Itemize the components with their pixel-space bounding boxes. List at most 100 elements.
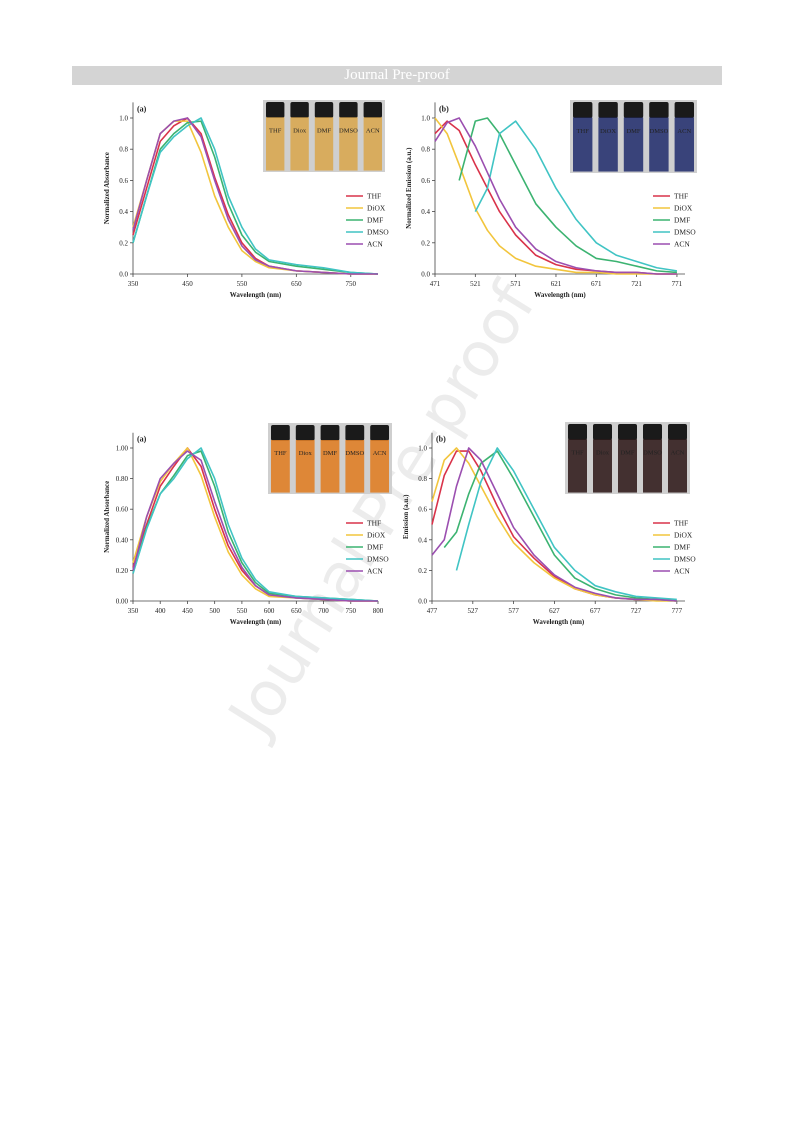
y-tick-label: 1.0	[119, 115, 128, 123]
vial-label: THF	[571, 449, 584, 456]
y-tick-label: 0.00	[116, 598, 129, 606]
vial-cap	[643, 424, 662, 440]
y-tick-label: 1.0	[418, 445, 427, 453]
y-tick-label: 0.20	[116, 567, 129, 575]
y-axis-label: Normalized Absorbance	[103, 152, 111, 224]
vial-cap	[568, 424, 587, 440]
x-tick-label: 550	[237, 280, 248, 288]
series-line	[132, 120, 379, 275]
vial-body	[593, 439, 612, 493]
legend-label: THF	[367, 519, 381, 528]
vial-body	[271, 440, 290, 493]
y-tick-label: 0.4	[119, 208, 128, 216]
vial-label: ACN	[373, 450, 387, 457]
y-axis-label: Emission (a.u.)	[402, 494, 410, 539]
series-line	[132, 447, 379, 602]
x-tick-label: 600	[264, 607, 275, 615]
x-tick-label: 550	[237, 607, 248, 615]
vial-cap	[363, 102, 382, 118]
legend-label: THF	[674, 192, 688, 201]
x-axis-label: Wavelength (nm)	[230, 618, 282, 626]
legend-label: ACN	[674, 567, 690, 576]
series-line	[455, 447, 677, 601]
vial-body	[598, 117, 618, 172]
vial-cap	[668, 424, 687, 440]
vial-cap	[593, 424, 612, 440]
series-line	[132, 450, 378, 602]
vial-label: ACN	[677, 128, 691, 135]
vial-body	[643, 439, 662, 493]
x-tick-label: 471	[430, 280, 441, 288]
x-tick-label: 400	[155, 607, 166, 615]
x-tick-label: 800	[373, 607, 384, 615]
x-tick-label: 777	[672, 607, 683, 615]
y-tick-label: 0.2	[418, 567, 427, 575]
y-tick-label: 0.40	[116, 536, 129, 544]
y-tick-label: 0.60	[116, 506, 129, 514]
legend-label: THF	[367, 192, 381, 201]
legend-label: DMSO	[674, 228, 696, 237]
series-line	[434, 117, 677, 275]
x-tick-label: 727	[631, 607, 642, 615]
legend-label: DMSO	[367, 555, 389, 564]
y-tick-label: 0.2	[421, 239, 430, 247]
x-tick-label: 700	[318, 607, 329, 615]
vial-body	[649, 117, 669, 172]
y-axis-label: Normalized Absorbance	[103, 481, 111, 553]
vial-cap	[598, 102, 618, 119]
panel-label: (a)	[137, 435, 147, 444]
legend-label: DMSO	[367, 228, 389, 237]
x-tick-label: 771	[672, 280, 683, 288]
x-tick-label: 671	[591, 280, 602, 288]
x-tick-label: 450	[182, 607, 193, 615]
panel-label: (b)	[439, 104, 449, 113]
vial-body	[266, 117, 285, 171]
legend-label: DMF	[367, 216, 383, 225]
x-tick-label: 750	[346, 280, 357, 288]
vial-cap	[266, 102, 285, 118]
vial-label: ACN	[366, 127, 380, 134]
vial-body	[568, 439, 587, 493]
vial-body	[674, 117, 694, 172]
vial-body	[668, 439, 687, 493]
series-line	[434, 117, 677, 275]
y-tick-label: 0.8	[421, 146, 430, 154]
y-tick-label: 0.0	[119, 271, 128, 279]
series-line	[132, 117, 378, 275]
x-tick-label: 350	[128, 280, 139, 288]
legend-label: DMSO	[674, 555, 696, 564]
vial-body	[339, 117, 358, 171]
x-tick-label: 677	[590, 607, 601, 615]
legend-label: DiOX	[367, 204, 386, 213]
vial-cap	[295, 425, 315, 441]
series-line	[431, 447, 677, 602]
panel-label: (b)	[436, 435, 446, 444]
vial-cap	[320, 425, 340, 441]
x-axis-label: Wavelength (nm)	[230, 291, 282, 299]
vial-body	[290, 117, 309, 171]
vial-label: Diox	[293, 127, 307, 134]
y-tick-label: 1.00	[116, 445, 129, 453]
legend-label: ACN	[674, 240, 690, 249]
vial-body	[363, 117, 382, 171]
vial-label: THF	[274, 450, 287, 457]
vial-label: ACN	[671, 449, 685, 456]
panel-label: (a)	[137, 104, 147, 113]
y-tick-label: 0.0	[418, 598, 427, 606]
legend-label: ACN	[367, 567, 383, 576]
vial-cap	[339, 102, 358, 118]
journal-header: Journal Pre-proof	[72, 66, 722, 85]
vial-cap	[623, 102, 644, 119]
vial-label: DiOX	[600, 128, 616, 135]
series-line	[443, 450, 677, 602]
x-tick-label: 627	[549, 607, 560, 615]
vial-body	[573, 117, 593, 172]
vial-body	[320, 440, 340, 493]
x-tick-label: 477	[427, 607, 438, 615]
y-tick-label: 0.4	[418, 536, 427, 544]
vial-label: DMF	[323, 450, 337, 457]
vial-body	[295, 440, 315, 493]
vial-label: DMSO	[345, 450, 364, 457]
